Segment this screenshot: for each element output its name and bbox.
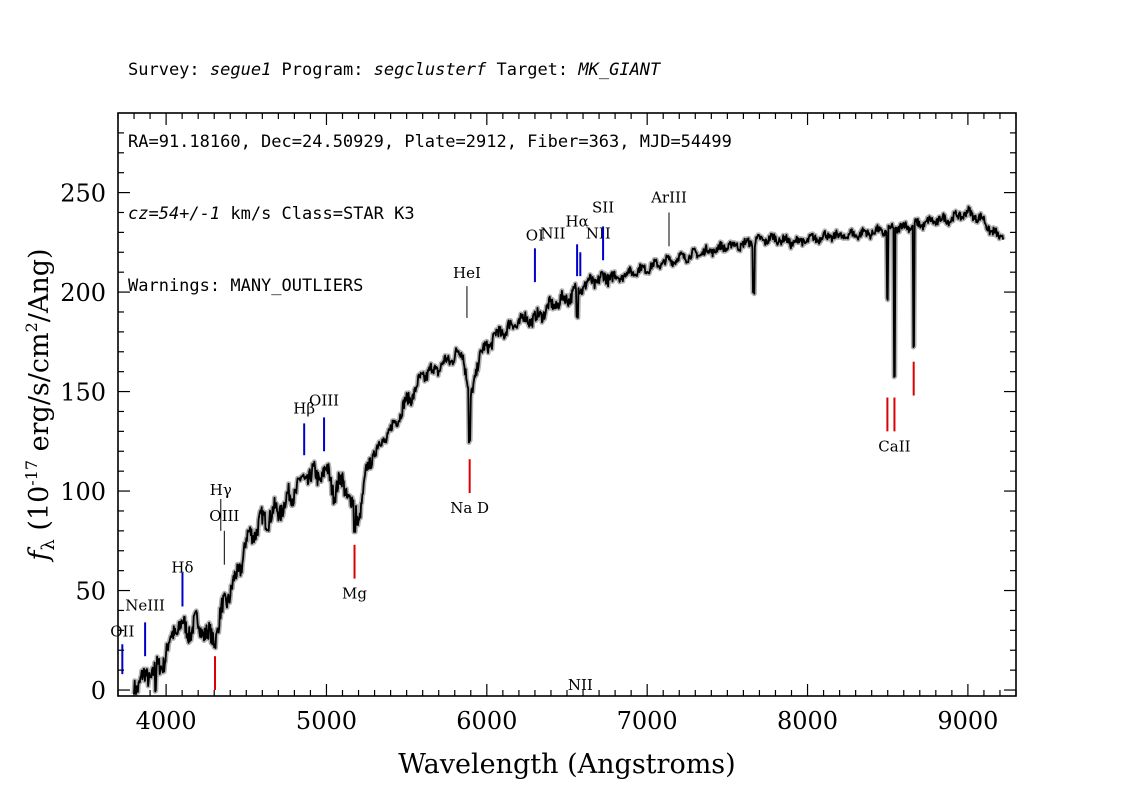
x-tick-label: 6000 [456,707,517,735]
survey-value: segue1 [209,60,272,80]
line-label: NII [568,676,593,694]
error-band [131,204,1006,697]
line-label: OIII [209,507,239,525]
class-text: km/s Class=STAR K3 [220,204,415,224]
y-tick-label: 200 [60,279,106,307]
target-label: Target: [486,60,579,80]
line-label: NeIII [125,596,165,614]
x-tick-label: 8000 [777,707,838,735]
spectrum-header: Survey: segue1 Program: segclusterf Targ… [128,10,732,322]
x-tick-label: 9000 [937,707,998,735]
line-label: Mg [342,585,367,603]
header-line-3: cz=54+/-1 km/s Class=STAR K3 [128,202,732,226]
y-tick-label: 50 [75,578,106,606]
x-axis-label: Wavelength (Angstroms) [398,749,735,780]
target-value: MK_GIANT [578,60,661,80]
line-label: Hα [565,212,588,230]
header-line-4: Warnings: MANY_OUTLIERS [128,276,364,296]
header-line-2: RA=91.18160, Dec=24.50929, Plate=2912, F… [128,132,732,152]
line-label: OIII [309,391,339,409]
axes-layer: 4000 5000 6000 7000 8000 9000 0 50 100 150 200 250 [60,113,1017,735]
header-line-1: Survey: segue1 Program: segclusterf Targ… [128,58,732,82]
x-tick-label: 5000 [296,707,357,735]
line-label: HeI [453,264,481,282]
y-tick-label: 250 [60,180,106,208]
y-tick-label: 0 [91,677,106,705]
line-label: NII [540,224,565,242]
line-label: OI [526,226,544,244]
line-label: NII [586,224,611,242]
line-label: OII [110,622,134,640]
redshift-value: cz=54+/-1 [128,204,221,224]
line-label: SII [592,198,614,216]
program-label: Program: [271,60,374,80]
program-value: segclusterf [373,60,487,80]
line-labels-layer: OIINeIIIHδHγOIIIHβOIIIHeIOINIIHαNIINIISI… [110,189,915,694]
y-tick-label: 150 [60,379,106,407]
y-tick-label: 100 [60,478,106,506]
y-axis-label: fλ (10-17 erg/s/cm2/Ang) [22,248,59,562]
line-label: CaII [878,437,910,455]
line-label: Na D [450,499,489,517]
line-label: Hβ [293,399,315,417]
line-label: Hδ [171,559,193,577]
line-label: ArIII [650,189,687,207]
x-tick-label: 7000 [617,707,678,735]
y-axis-label-text: fλ (10-17 erg/s/cm2/Ang) [22,248,59,562]
spectrum-line [133,205,1005,695]
survey-label: Survey: [128,60,210,80]
plot-frame [117,112,1017,697]
line-label: Hγ [210,481,232,499]
x-tick-label: 4000 [136,707,197,735]
